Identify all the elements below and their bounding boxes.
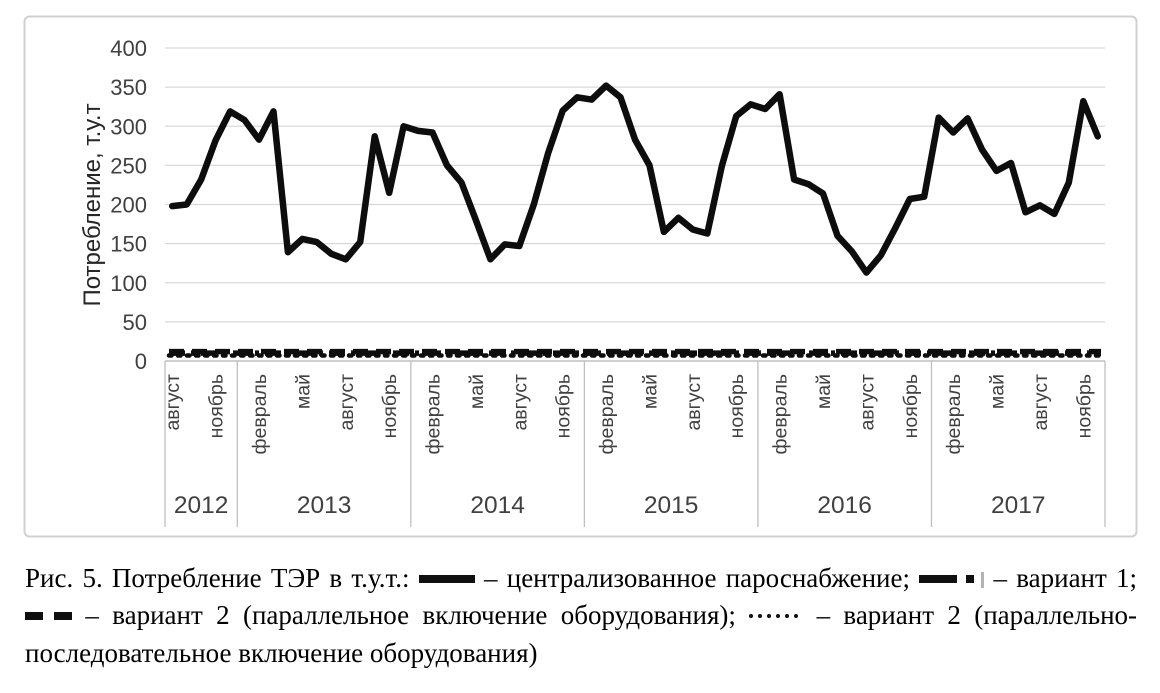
svg-text:2017: 2017 [991, 492, 1046, 519]
chart-figure: 0 50 100 150 200 250 300 350 400 Потребление, т.у… [23, 15, 1138, 538]
svg-text:февраль: февраль [770, 374, 792, 454]
legend-solid-line-icon [418, 560, 475, 597]
y-tick-labels: 0 50 100 150 200 250 300 350 400 [110, 36, 147, 374]
legend-dashed-icon [25, 597, 72, 634]
svg-text:0: 0 [135, 349, 147, 374]
svg-text:2016: 2016 [817, 492, 872, 519]
svg-text:100: 100 [110, 271, 147, 296]
svg-text:февраль: февраль [943, 374, 965, 454]
svg-text:150: 150 [110, 232, 147, 257]
consumption-chart: 0 50 100 150 200 250 300 350 400 Потребление, т.у… [23, 15, 1138, 538]
year-labels: 2012 2013 2014 2015 2016 2017 [174, 492, 1046, 519]
legend-dash-dot-icon [919, 560, 985, 597]
caption-variant2-parallel: – вариант 2 (параллельное включение обор… [85, 600, 736, 631]
caption-variant1: – вариант 1; [993, 563, 1138, 593]
svg-text:ноябрь: ноябрь [553, 374, 575, 438]
svg-text:февраль: февраль [249, 374, 271, 454]
svg-text:200: 200 [110, 193, 147, 218]
svg-text:2013: 2013 [297, 492, 352, 519]
svg-text:2014: 2014 [470, 492, 525, 519]
svg-text:2012: 2012 [174, 492, 229, 519]
svg-text:300: 300 [110, 114, 147, 139]
chart-border [23, 15, 1138, 538]
svg-text:350: 350 [110, 75, 147, 100]
svg-text:50: 50 [123, 310, 147, 335]
caption-intro: Рис. 5. Потребление ТЭР в т.у.т.: [25, 563, 410, 593]
svg-text:август: август [1030, 374, 1052, 431]
svg-text:ноябрь: ноябрь [726, 374, 748, 438]
svg-text:февраль: февраль [596, 374, 618, 454]
svg-text:август: август [683, 374, 705, 431]
svg-text:ноябрь: ноябрь [900, 374, 922, 438]
month-tick-labels: август ноябрь февраль май август ноябрь феврал… [162, 374, 1095, 455]
svg-text:250: 250 [110, 153, 147, 178]
svg-text:май: май [639, 374, 661, 409]
svg-text:август: август [336, 374, 358, 431]
svg-text:август: август [509, 374, 531, 431]
svg-text:май: май [813, 374, 835, 409]
svg-text:май: май [466, 374, 488, 409]
central-steam-series-line [168, 82, 1102, 276]
svg-text:400: 400 [110, 36, 147, 61]
caption-variant2-serial: – вариант 2 (параллельно-последовательно… [25, 600, 1138, 668]
svg-text:2015: 2015 [644, 492, 699, 519]
svg-text:май: май [292, 374, 314, 409]
legend-dotted-icon [749, 597, 803, 634]
y-gridlines [165, 47, 1105, 323]
y-axis-title: Потребление, т.у.т [79, 103, 106, 306]
svg-text:ноябрь: ноябрь [379, 374, 401, 438]
svg-text:ноябрь: ноябрь [1073, 374, 1095, 438]
svg-text:май: май [987, 374, 1009, 409]
svg-text:ноябрь: ноябрь [206, 374, 228, 438]
svg-text:август: август [162, 374, 184, 431]
svg-text:февраль: февраль [423, 374, 445, 454]
figure-caption: Рис. 5. Потребление ТЭР в т.у.т.: – цент… [25, 560, 1137, 672]
svg-text:август: август [856, 374, 878, 431]
year-divider-lines [164, 361, 1106, 527]
caption-central-steam: – централизованное пароснабжение; [484, 563, 910, 593]
